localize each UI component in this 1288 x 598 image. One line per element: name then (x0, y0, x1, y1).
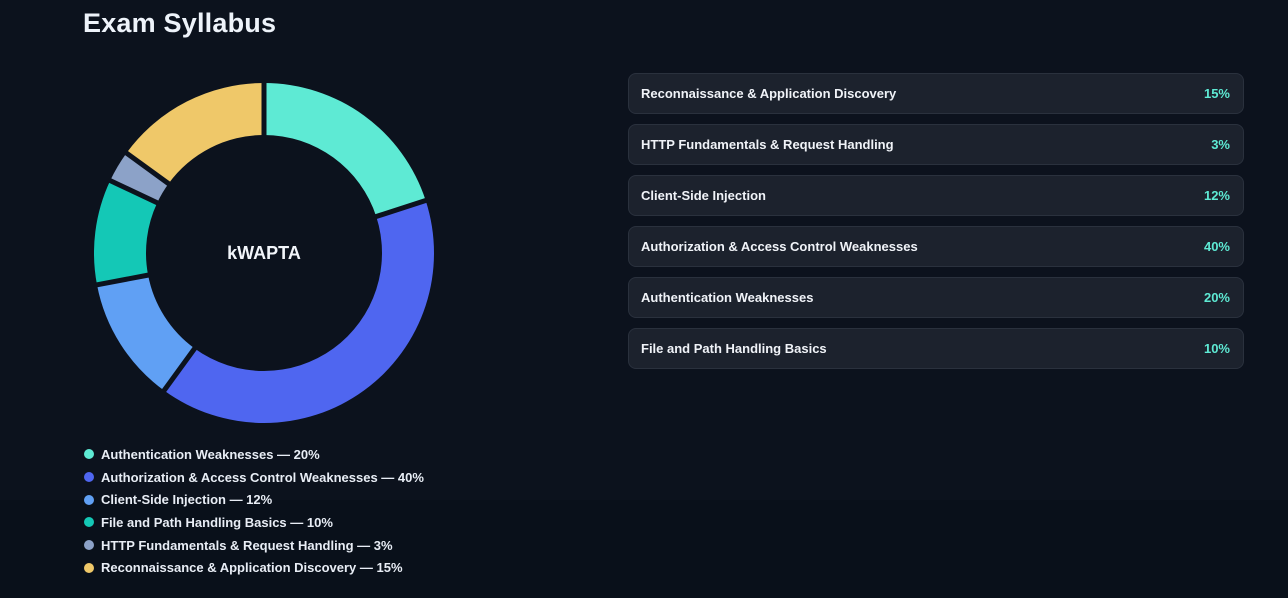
donut-slice-separator (123, 149, 172, 187)
donut-slice (264, 83, 426, 217)
legend-label: File and Path Handling Basics — 10% (101, 514, 333, 530)
donut-slice-separator (373, 197, 429, 220)
legend-swatch (84, 517, 94, 528)
topic-name: Reconnaissance & Application Discovery (641, 86, 897, 101)
legend-label: HTTP Fundamentals & Request Handling — 3… (101, 537, 393, 553)
legend-swatch (84, 494, 94, 505)
topic-percent: 20% (1203, 290, 1230, 305)
topic-list: Reconnaissance & Application Discovery 15… (628, 73, 1244, 379)
topic-name: Authorization & Access Control Weaknesse… (641, 239, 918, 254)
topic-card: Authentication Weaknesses 20% (628, 277, 1244, 318)
legend-swatch (84, 449, 94, 460)
topic-name: File and Path Handling Basics (641, 341, 827, 356)
donut-slice (97, 275, 195, 391)
topic-card: Authorization & Access Control Weaknesse… (628, 226, 1244, 267)
donut-slice (126, 83, 265, 184)
legend-swatch (84, 562, 94, 573)
donut-chart: kWAPTA (94, 83, 434, 423)
legend-label: Reconnaissance & Application Discovery —… (101, 560, 403, 576)
topic-name: Client-Side Injection (641, 188, 766, 203)
donut-slice-separator (94, 272, 151, 288)
topic-percent: 12% (1203, 188, 1230, 203)
legend-label: Authorization & Access Control Weaknesse… (101, 469, 424, 485)
legend-label: Client-Side Injection — 12% (101, 492, 273, 508)
legend-item: Authentication Weaknesses — 20% (84, 443, 424, 466)
topic-percent: 3% (1211, 137, 1230, 152)
legend-item: File and Path Handling Basics — 10% (84, 511, 424, 534)
legend-item: HTTP Fundamentals & Request Handling — 3… (84, 534, 424, 557)
page-title: Exam Syllabus (83, 8, 277, 38)
topic-card: HTTP Fundamentals & Request Handling 3% (628, 124, 1244, 165)
topic-percent: 15% (1203, 86, 1230, 101)
legend-label: Authentication Weaknesses — 20% (101, 446, 320, 462)
topic-card: File and Path Handling Basics 10% (628, 328, 1244, 369)
topic-card: Client-Side Injection 12% (628, 175, 1244, 216)
donut-slice (94, 180, 158, 285)
topic-card: Reconnaissance & Application Discovery 15… (628, 73, 1244, 114)
topic-name: Authentication Weaknesses (641, 290, 814, 305)
legend-swatch (84, 540, 94, 551)
donut-slice (110, 153, 169, 203)
legend-item: Authorization & Access Control Weaknesse… (84, 466, 424, 489)
legend-item: Client-Side Injection — 12% (84, 488, 424, 511)
donut-center-label: kWAPTA (227, 242, 301, 263)
lower-background-band (0, 500, 1288, 598)
donut-slice (164, 200, 434, 423)
donut-chart-svg (94, 83, 434, 423)
donut-slice-separator (107, 177, 161, 206)
topic-percent: 10% (1203, 341, 1230, 356)
topic-percent: 40% (1203, 239, 1230, 254)
donut-slice-separator (160, 345, 198, 394)
topic-name: HTTP Fundamentals & Request Handling (641, 137, 894, 152)
chart-legend: Authentication Weaknesses — 20% Authoriza… (84, 443, 424, 579)
legend-swatch (84, 472, 94, 483)
legend-item: Reconnaissance & Application Discovery —… (84, 556, 424, 579)
